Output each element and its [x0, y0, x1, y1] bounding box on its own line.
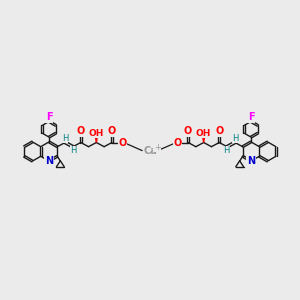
Text: H: H	[232, 134, 238, 143]
Text: OH: OH	[89, 129, 104, 138]
Text: O: O	[76, 126, 85, 136]
Text: O: O	[173, 137, 181, 148]
Text: F: F	[46, 112, 52, 122]
Polygon shape	[203, 137, 205, 142]
Text: F: F	[248, 112, 254, 122]
Text: N: N	[45, 156, 53, 166]
Polygon shape	[95, 137, 97, 142]
Text: Ca: Ca	[143, 146, 157, 156]
Text: H: H	[70, 146, 76, 155]
Text: O: O	[184, 126, 192, 136]
Text: O: O	[118, 137, 127, 148]
Text: +: +	[154, 142, 160, 152]
Text: H: H	[62, 134, 68, 143]
Text: O: O	[215, 126, 224, 136]
Text: OH: OH	[196, 129, 211, 138]
Text: H: H	[224, 146, 230, 155]
Text: N: N	[247, 156, 255, 166]
Text: O: O	[108, 126, 116, 136]
